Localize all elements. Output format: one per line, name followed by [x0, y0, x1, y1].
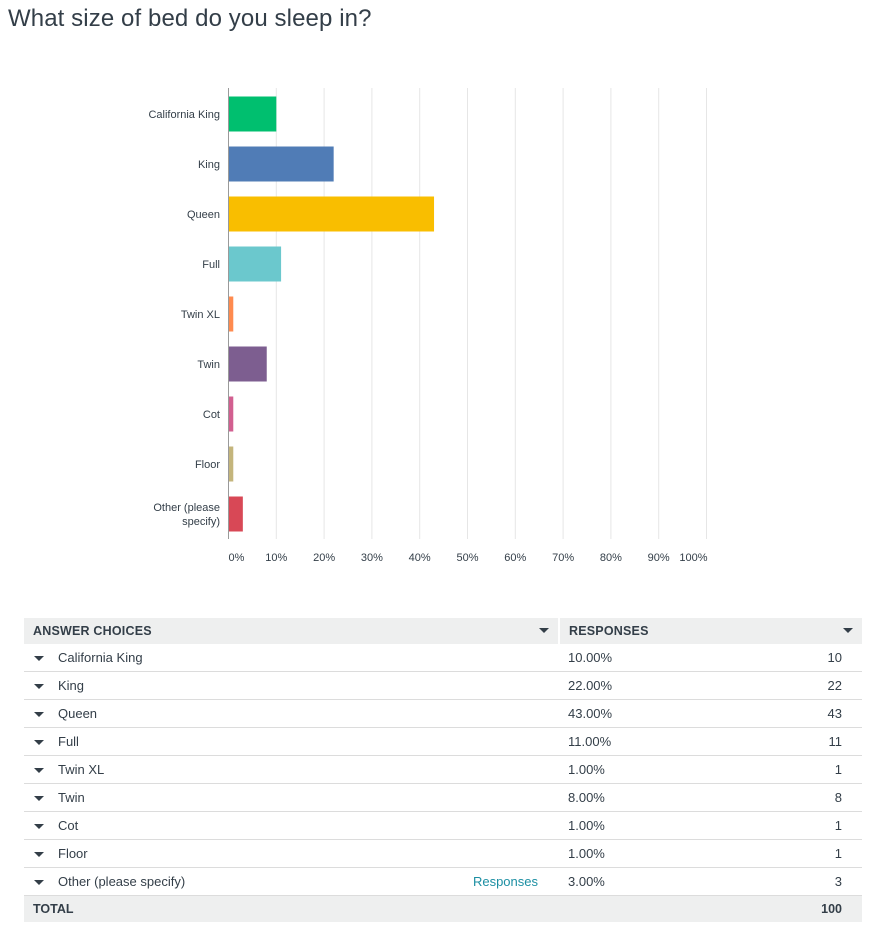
answer-label: Twin XL [58, 762, 105, 777]
answer-cell: Full [24, 727, 559, 756]
tick-label: 40% [409, 552, 431, 564]
table-row: California King 10.00% 10 [24, 644, 862, 672]
response-percent: 1.00% [559, 811, 731, 840]
answer-cell: Floor [24, 839, 559, 868]
response-count: 3 [730, 867, 862, 896]
answer-label: Queen [58, 706, 98, 721]
table-row: Queen 43.00% 43 [24, 699, 862, 728]
bar[interactable] [229, 496, 243, 532]
tick-label: 60% [504, 552, 526, 564]
response-percent: 1.00% [559, 839, 731, 868]
answer-cell: Twin XL [24, 755, 559, 784]
bar-chart: California King King Queen Full Twin XL Twin C… [148, 88, 708, 564]
response-count: 22 [730, 671, 862, 700]
category-label: Full [202, 259, 220, 271]
expand-caret-icon[interactable] [34, 740, 44, 746]
tick-label: 0% [229, 552, 245, 564]
tick-label: 50% [456, 552, 478, 564]
expand-caret-icon[interactable] [34, 796, 44, 802]
header-answer-choices-label: ANSWER CHOICES [33, 624, 152, 638]
results-table: ANSWER CHOICES RESPONSES California King… [24, 618, 862, 922]
table-row: Floor 1.00% 1 [24, 839, 862, 868]
expand-caret-icon[interactable] [34, 712, 44, 718]
table-row: King 22.00% 22 [24, 671, 862, 700]
response-count: 1 [730, 755, 862, 784]
answer-cell: Queen [24, 699, 559, 728]
bar[interactable] [229, 246, 282, 282]
category-label: Cot [203, 409, 220, 421]
category-label: Twin XL [181, 309, 220, 321]
response-count: 1 [730, 811, 862, 840]
expand-caret-icon[interactable] [34, 880, 44, 886]
bar[interactable] [229, 346, 267, 382]
expand-caret-icon[interactable] [34, 768, 44, 774]
answer-label: Twin [58, 790, 85, 805]
header-answer-choices[interactable]: ANSWER CHOICES [24, 618, 560, 644]
sort-caret-icon[interactable] [843, 628, 853, 633]
category-label: King [198, 159, 220, 171]
table-row: Cot 1.00% 1 [24, 811, 862, 840]
response-count: 43 [730, 699, 862, 728]
expand-caret-icon[interactable] [34, 852, 44, 858]
tick-label: 90% [648, 552, 670, 564]
table-row: Twin 8.00% 8 [24, 783, 862, 812]
total-row: TOTAL 100 [24, 895, 862, 922]
tick-label: 70% [552, 552, 574, 564]
bar[interactable] [229, 146, 334, 182]
response-count: 1 [730, 839, 862, 868]
answer-label: Floor [58, 846, 88, 861]
responses-link[interactable]: Responses [472, 874, 538, 889]
header-responses-label: RESPONSES [569, 624, 649, 638]
answer-cell: King [24, 671, 559, 700]
category-label: Twin [197, 359, 220, 371]
response-percent: 10.00% [559, 644, 731, 672]
question-title: What size of bed do you sleep in? [8, 5, 372, 32]
sort-caret-icon[interactable] [539, 628, 549, 633]
bar[interactable] [229, 446, 234, 482]
bar[interactable] [229, 196, 435, 232]
answer-label: California King [58, 650, 143, 665]
tick-label: 10% [265, 552, 287, 564]
response-percent: 3.00% [559, 867, 731, 896]
table-row: Other (please specify) Responses 3.00% 3 [24, 867, 862, 896]
answer-cell: California King [24, 644, 559, 672]
bar[interactable] [229, 396, 234, 432]
response-percent: 1.00% [559, 755, 731, 784]
bar[interactable] [229, 96, 277, 132]
tick-label: 100% [679, 552, 707, 564]
tick-label: 30% [361, 552, 383, 564]
tick-label: 80% [600, 552, 622, 564]
bar[interactable] [229, 296, 234, 332]
response-count: 11 [730, 727, 862, 756]
category-label: Queen [187, 209, 220, 221]
response-percent: 8.00% [559, 783, 731, 812]
expand-caret-icon[interactable] [34, 656, 44, 662]
table-row: Full 11.00% 11 [24, 727, 862, 756]
response-percent: 11.00% [559, 727, 731, 756]
category-label: Other (please specify) [153, 502, 220, 528]
answer-cell: Twin [24, 783, 559, 812]
total-spacer [559, 895, 731, 922]
table-row: Twin XL 1.00% 1 [24, 755, 862, 784]
category-label: California King [148, 109, 220, 121]
header-responses[interactable]: RESPONSES [559, 618, 862, 644]
answer-label: Full [58, 734, 79, 749]
total-label: TOTAL [24, 895, 559, 922]
answer-label: King [58, 678, 85, 693]
response-percent: 22.00% [559, 671, 731, 700]
response-count: 10 [730, 644, 862, 672]
total-count: 100 [730, 895, 862, 922]
expand-caret-icon[interactable] [34, 824, 44, 830]
answer-cell: Other (please specify) Responses [24, 867, 559, 896]
expand-caret-icon[interactable] [34, 684, 44, 690]
category-label: Floor [195, 459, 220, 471]
answer-label: Other (please specify) [58, 874, 186, 889]
response-percent: 43.00% [559, 699, 731, 728]
answer-label: Cot [58, 818, 79, 833]
tick-label: 20% [313, 552, 335, 564]
response-count: 8 [730, 783, 862, 812]
answer-cell: Cot [24, 811, 559, 840]
